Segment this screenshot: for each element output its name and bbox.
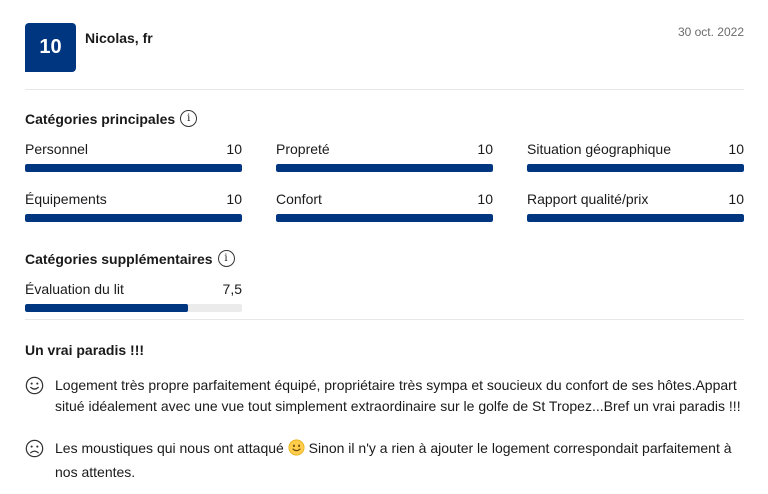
info-icon[interactable]: i [217, 250, 235, 267]
negative-text-start: Les moustiques qui nous ont attaqué [55, 440, 284, 456]
reviewer-name: Nicolas, fr [85, 30, 153, 46]
score-badge: 10 [25, 23, 76, 72]
review-date: 30 oct. 2022 [677, 25, 744, 39]
category-label: Confort [276, 191, 322, 207]
score-bar [276, 214, 493, 222]
category-label: Rapport qualité/prix [527, 191, 649, 207]
category-label: Situation géographique [527, 141, 672, 157]
category-situation: Situation géographique 10 [527, 141, 744, 172]
score-bar [25, 164, 242, 172]
category-score: 10 [226, 141, 242, 157]
category-label: Évaluation du lit [25, 281, 124, 297]
positive-comment-text: Logement très propre parfaitement équipé… [55, 377, 741, 414]
positive-comment: Logement très propre parfaitement équipé… [25, 375, 744, 416]
smiley-face-icon [25, 375, 45, 416]
negative-comment-text: Les moustiques qui nous ont attaqué Sino… [55, 438, 744, 482]
category-score: 10 [728, 191, 744, 207]
category-score: 10 [477, 191, 493, 207]
category-proprete: Propreté 10 [276, 141, 493, 172]
score-bar [276, 164, 493, 172]
category-label: Propreté [276, 141, 330, 157]
score-bar [527, 214, 744, 222]
main-categories-label: Catégories principales [25, 110, 176, 127]
score-bar [25, 304, 242, 312]
score-bar [527, 164, 744, 172]
negative-text-end: Sinon il n'y a rien à ajouter le logemen… [55, 440, 732, 480]
info-icon[interactable]: i [180, 110, 198, 127]
divider [25, 319, 744, 320]
category-evaluation-lit: Évaluation du lit 7,5 [25, 281, 242, 312]
category-score: 10 [477, 141, 493, 157]
category-score: 7,5 [222, 281, 242, 297]
category-rapport-qualite-prix: Rapport qualité/prix 10 [527, 191, 744, 222]
score-bar-fill [276, 164, 493, 172]
score-bar [25, 214, 242, 222]
score-bar-fill [25, 304, 188, 312]
category-label: Personnel [25, 141, 89, 157]
category-equipements: Équipements 10 [25, 191, 242, 222]
category-score: 10 [226, 191, 242, 207]
review-title: Un vrai paradis !!! [25, 342, 145, 358]
score-bar-fill [276, 214, 493, 222]
score-bar-fill [527, 214, 744, 222]
smile-emoji-icon [288, 439, 305, 462]
score-bar-fill [527, 164, 744, 172]
score-bar-fill [25, 214, 242, 222]
negative-comment: Les moustiques qui nous ont attaqué Sino… [25, 438, 744, 482]
extra-categories-label: Catégories supplémentaires [25, 250, 213, 267]
category-confort: Confort 10 [276, 191, 493, 222]
frown-face-icon [25, 438, 45, 482]
category-score: 10 [728, 141, 744, 157]
main-categories-title: Catégories principales i [25, 110, 198, 127]
category-label: Équipements [25, 191, 107, 207]
category-personnel: Personnel 10 [25, 141, 242, 172]
score-bar-fill [25, 164, 242, 172]
extra-categories-title: Catégories supplémentaires i [25, 250, 235, 267]
divider [25, 89, 744, 90]
